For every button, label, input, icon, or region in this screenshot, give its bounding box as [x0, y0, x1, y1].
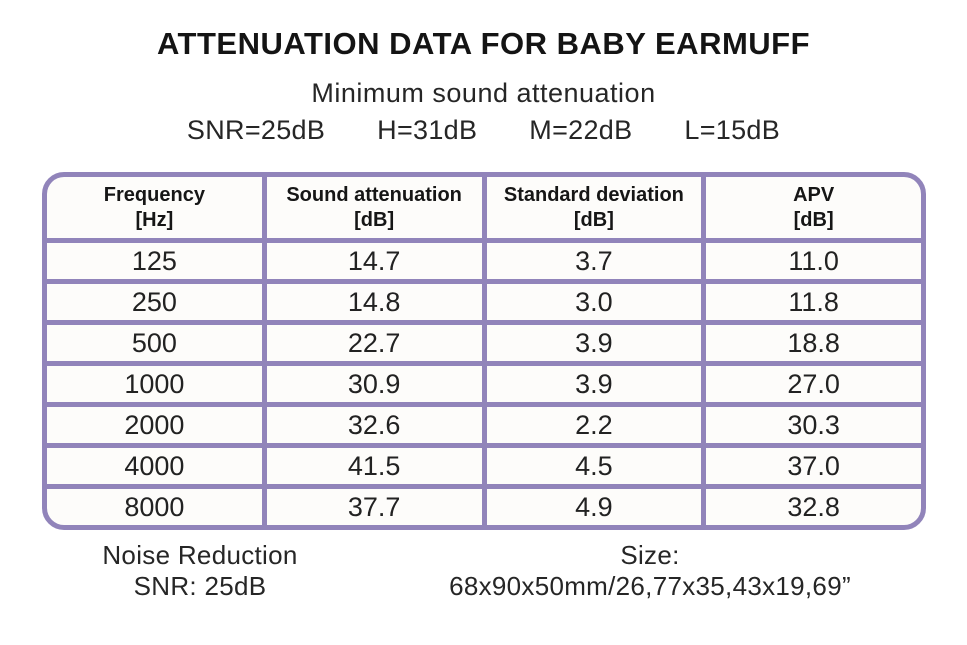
- size-value: 68x90x50mm/26,77x35,43x19,69”: [449, 571, 851, 601]
- table-cell-apv: 27.0: [706, 366, 921, 402]
- table-cell-stddev: 3.0: [486, 284, 702, 320]
- table-cell-frequency: 1000: [47, 366, 262, 402]
- table-cell-attenuation: 37.7: [266, 489, 482, 525]
- rating-l: L=15dB: [684, 115, 781, 145]
- table-cell-attenuation: 41.5: [266, 448, 482, 484]
- noise-reduction-label: Noise Reduction: [102, 540, 298, 570]
- table-cell-stddev: 4.9: [486, 489, 702, 525]
- column-title: APV: [793, 183, 835, 206]
- table-cell-stddev: 3.9: [486, 366, 702, 402]
- column-title: Frequency: [103, 183, 205, 206]
- rating-m: M=22dB: [529, 115, 633, 145]
- table-cell-frequency: 2000: [47, 407, 262, 443]
- table-cell-frequency: 125: [47, 243, 262, 279]
- table-cell-attenuation: 30.9: [266, 366, 482, 402]
- attenuation-table: Frequency [Hz] Sound attenuation [dB] St…: [42, 172, 926, 530]
- table-cell-attenuation: 22.7: [266, 325, 482, 361]
- column-unit: [dB]: [573, 208, 614, 231]
- table-cell-stddev: 3.9: [486, 325, 702, 361]
- table-cell-apv: 30.3: [706, 407, 921, 443]
- table-cell-attenuation: 14.7: [266, 243, 482, 279]
- size-block: Size: 68x90x50mm/26,77x35,43x19,69”: [360, 540, 940, 602]
- table-cell-apv: 32.8: [706, 489, 921, 525]
- page-subtitle: Minimum sound attenuation: [311, 78, 656, 108]
- column-header-apv: APV [dB]: [706, 177, 921, 238]
- noise-reduction-block: Noise Reduction SNR: 25dB: [40, 540, 360, 602]
- table-cell-apv: 11.0: [706, 243, 921, 279]
- size-label: Size:: [620, 540, 680, 570]
- table-cell-apv: 11.8: [706, 284, 921, 320]
- column-title: Sound attenuation: [286, 183, 462, 206]
- table-cell-frequency: 500: [47, 325, 262, 361]
- rating-h: H=31dB: [377, 115, 478, 145]
- column-unit: [Hz]: [135, 208, 174, 231]
- page-title: ATTENUATION DATA FOR BABY EARMUFF: [156, 26, 811, 61]
- rating-snr: SNR=25dB: [186, 115, 326, 145]
- table-cell-frequency: 4000: [47, 448, 262, 484]
- table-cell-attenuation: 32.6: [266, 407, 482, 443]
- column-header-sound-attenuation: Sound attenuation [dB]: [266, 177, 482, 238]
- noise-reduction-value: SNR: 25dB: [133, 571, 267, 601]
- table-cell-attenuation: 14.8: [266, 284, 482, 320]
- table-cell-frequency: 8000: [47, 489, 262, 525]
- table-cell-frequency: 250: [47, 284, 262, 320]
- table-cell-stddev: 2.2: [486, 407, 702, 443]
- table-cell-stddev: 4.5: [486, 448, 702, 484]
- column-header-standard-deviation: Standard deviation [dB]: [486, 177, 702, 238]
- column-unit: [dB]: [793, 208, 834, 231]
- table-cell-stddev: 3.7: [486, 243, 702, 279]
- rating-values-row: SNR=25dB H=31dB M=22dB L=15dB: [0, 115, 967, 146]
- table-cell-apv: 37.0: [706, 448, 921, 484]
- table-cell-apv: 18.8: [706, 325, 921, 361]
- column-title: Standard deviation: [503, 183, 684, 206]
- column-unit: [dB]: [354, 208, 395, 231]
- column-header-frequency: Frequency [Hz]: [47, 177, 262, 238]
